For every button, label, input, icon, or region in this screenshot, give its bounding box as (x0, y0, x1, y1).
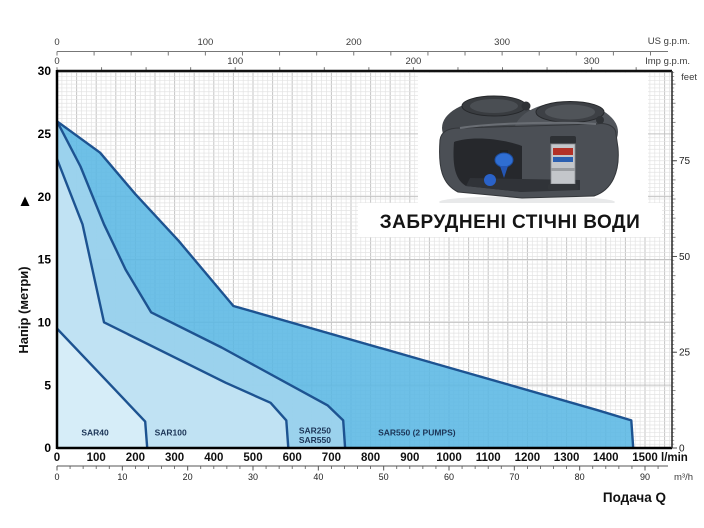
vent-cap-icon (596, 116, 604, 124)
lmin-unit-label: l/min (661, 452, 688, 464)
label-SAR250 / SAR550: SAR250 SAR550 (299, 426, 331, 446)
m3h-tick-label: 10 (117, 472, 127, 482)
left-lid-inner (470, 99, 518, 113)
pump-model-labels: SAR550 (2 PUMPS) SAR250 SAR550 SAR100 SAR40 (81, 426, 455, 446)
vent-cap-icon (521, 101, 531, 111)
area-SAR100 (57, 159, 289, 448)
lmin-tick-label: 1000 (436, 452, 462, 464)
feet-unit-label: feet (681, 72, 697, 83)
plot-border (55, 69, 673, 450)
lmin-tick-label: 800 (361, 452, 380, 464)
imp-gpm-tick-label: 200 (405, 56, 421, 67)
m3h-tick-label: 80 (575, 472, 585, 482)
right-lid-inner (545, 104, 595, 120)
feet-tick-label: 0 (679, 444, 685, 455)
us-gpm-tick-label: 100 (197, 37, 213, 48)
head-tick-label: 10 (38, 316, 52, 330)
title-backdrop (358, 203, 662, 237)
label-SAR40: SAR40 (81, 427, 109, 437)
m3h-unit-label: m³/h (674, 472, 693, 483)
head-axis-title: Напір (метри) (16, 266, 31, 353)
lmin-tick-label: 0 (54, 452, 60, 464)
area-SAR40 (57, 328, 148, 448)
lmin-tick-label: 1300 (554, 452, 580, 464)
imp-gpm-tick-label: 300 (584, 56, 600, 67)
pump-band (551, 168, 575, 171)
us-gpm-unit-label: US g.p.m. (648, 36, 690, 47)
lmin-tick-label: 500 (243, 452, 262, 464)
m3h-tick-label: 90 (640, 472, 650, 482)
head-tick-label: 25 (38, 127, 52, 141)
pump-top-cap (550, 136, 576, 144)
feet-tick-label: 50 (679, 252, 691, 263)
float-switch-icon (494, 152, 514, 168)
m3h-tick-label: 40 (313, 472, 323, 482)
us-gpm-tick-label: 300 (494, 37, 510, 48)
pump-foot (548, 184, 578, 190)
lmin-tick-label: 300 (165, 452, 184, 464)
us-gpm-tick-label: 0 (54, 37, 59, 48)
lmin-tick-label: 1500 (632, 452, 658, 464)
imp-gpm-unit-label: Imp g.p.m. (645, 56, 690, 67)
m3h-tick-label: 30 (248, 472, 258, 482)
m3h-tick-label: 20 (183, 472, 193, 482)
lmin-tick-label: 200 (126, 452, 145, 464)
flow-axis-title: Подача Q (603, 490, 666, 505)
feet-tick-label: 25 (679, 348, 691, 359)
head-axis-arrow-icon (20, 196, 30, 206)
lmin-tick-label: 400 (204, 452, 223, 464)
pump-range-areas (57, 120, 635, 448)
m3h-tick-label: 70 (509, 472, 519, 482)
curve-SAR250 / SAR550 (57, 120, 347, 448)
imp-gpm-tick-label: 0 (54, 56, 59, 67)
m3h-tick-label: 50 (379, 472, 389, 482)
float-ball-icon (484, 174, 496, 186)
head-tick-label: 0 (44, 441, 51, 455)
lmin-tick-label: 1100 (476, 452, 501, 464)
head-tick-label: 20 (38, 190, 52, 204)
head-tick-label: 30 (38, 64, 52, 78)
lmin-tick-label: 1400 (593, 452, 619, 464)
lmin-tick-label: 100 (87, 452, 106, 464)
lmin-tick-label: 900 (400, 452, 419, 464)
pump-station-image (418, 73, 648, 212)
curve-SAR100 (57, 157, 290, 448)
tank-rim-highlight (459, 121, 597, 129)
feet-tick-label: 75 (679, 156, 691, 167)
float-cone (500, 166, 508, 178)
pump-label-red (553, 148, 573, 155)
head-tick-label: 5 (44, 378, 51, 392)
m3h-tick-label: 60 (444, 472, 454, 482)
lmin-tick-label: 1200 (515, 452, 541, 464)
pump-label-blue (553, 157, 573, 162)
curve-SAR40 (57, 327, 149, 448)
head-tick-label: 15 (38, 253, 52, 267)
label-SAR550 (2 PUMPS): SAR550 (2 PUMPS) (378, 427, 456, 437)
curve-SAR550 (2 PUMPS) (57, 120, 635, 448)
label-SAR100: SAR100 (155, 427, 187, 437)
m3h-tick-label: 0 (54, 472, 59, 482)
us-gpm-tick-label: 200 (346, 37, 362, 48)
chart-title: ЗАБРУДНЕНІ СТІЧНІ ВОДИ (380, 212, 641, 233)
lmin-tick-label: 700 (322, 452, 341, 464)
imp-gpm-tick-label: 100 (227, 56, 243, 67)
lmin-tick-label: 600 (283, 452, 302, 464)
